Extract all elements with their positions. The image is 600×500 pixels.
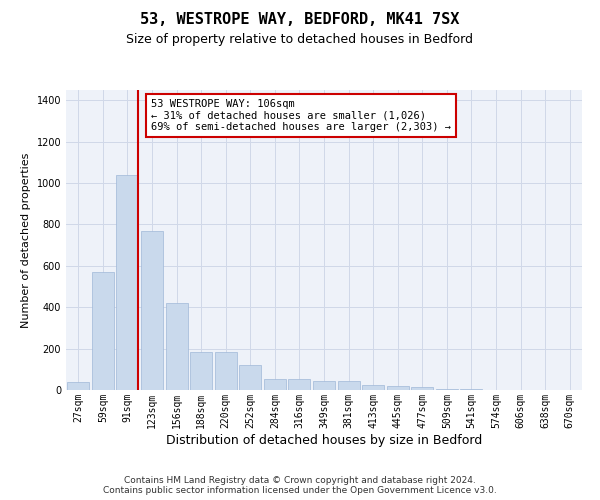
Bar [411,387,433,390]
Bar [116,175,139,390]
Bar [289,378,310,390]
Text: Contains HM Land Registry data © Crown copyright and database right 2024.
Contai: Contains HM Land Registry data © Crown c… [103,476,497,495]
Bar [92,272,114,390]
Bar [264,378,286,390]
Bar [386,386,409,390]
Bar [239,365,262,390]
Text: Size of property relative to detached houses in Bedford: Size of property relative to detached ho… [127,32,473,46]
Bar [338,380,359,390]
Bar [141,230,163,390]
Text: 53, WESTROPE WAY, BEDFORD, MK41 7SX: 53, WESTROPE WAY, BEDFORD, MK41 7SX [140,12,460,28]
Bar [190,352,212,390]
Y-axis label: Number of detached properties: Number of detached properties [21,152,31,328]
Bar [313,380,335,390]
Bar [215,352,237,390]
X-axis label: Distribution of detached houses by size in Bedford: Distribution of detached houses by size … [166,434,482,446]
Text: 53 WESTROPE WAY: 106sqm
← 31% of detached houses are smaller (1,026)
69% of semi: 53 WESTROPE WAY: 106sqm ← 31% of detache… [151,99,451,132]
Bar [362,385,384,390]
Bar [67,382,89,390]
Bar [166,303,188,390]
Bar [436,389,458,390]
